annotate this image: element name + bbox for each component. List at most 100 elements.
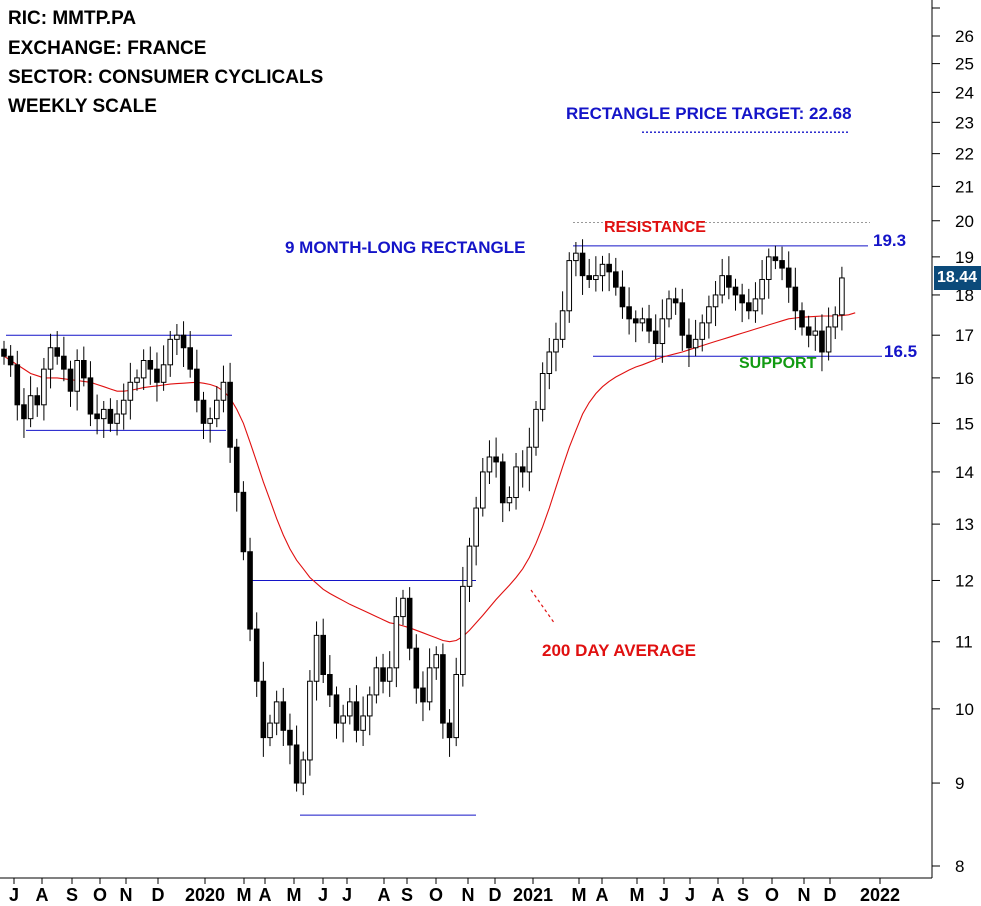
candle xyxy=(692,319,699,357)
candle xyxy=(54,331,61,365)
x-tick-label: S xyxy=(401,885,413,905)
candle xyxy=(573,242,579,277)
candle xyxy=(100,400,107,438)
candle xyxy=(214,386,220,428)
candle xyxy=(253,612,260,697)
candle xyxy=(706,295,712,339)
candle xyxy=(207,407,213,443)
candle xyxy=(712,281,719,327)
resistance-level-value: 19.3 xyxy=(873,231,907,250)
x-tick-label: O xyxy=(93,885,107,905)
candle xyxy=(486,440,493,484)
candle xyxy=(187,331,193,378)
x-tick-label: A xyxy=(36,885,49,905)
candle xyxy=(626,287,632,335)
y-tick-label: 14 xyxy=(955,463,974,482)
candle xyxy=(805,315,812,348)
candle xyxy=(719,258,726,304)
candle xyxy=(147,346,154,385)
x-tick-label: J xyxy=(659,885,669,905)
candle xyxy=(267,714,273,747)
candle xyxy=(247,537,253,642)
candle xyxy=(613,257,619,296)
candle xyxy=(273,690,280,736)
candle xyxy=(579,239,586,295)
candle xyxy=(506,486,513,512)
x-tick-label: O xyxy=(765,885,779,905)
x-tick-label: J xyxy=(318,885,328,905)
y-tick-label: 12 xyxy=(955,571,974,590)
x-tick-label: M xyxy=(630,885,645,905)
candle xyxy=(466,537,473,603)
candle xyxy=(839,266,845,331)
ma-line xyxy=(3,312,856,643)
candle xyxy=(14,350,21,421)
candle xyxy=(553,322,559,372)
candle xyxy=(347,687,353,725)
candle xyxy=(446,709,453,757)
candle xyxy=(140,349,147,390)
candle xyxy=(360,696,366,746)
candle xyxy=(406,587,413,661)
candle xyxy=(440,643,446,739)
x-tick-label: 2020 xyxy=(185,885,225,905)
y-tick-label: 18 xyxy=(955,286,974,305)
candle xyxy=(167,330,174,377)
y-tick-label: 21 xyxy=(955,177,974,196)
price-target-label: RECTANGLE PRICE TARGET: 22.68 xyxy=(566,104,852,123)
x-tick-label: A xyxy=(378,885,391,905)
candle xyxy=(240,481,247,561)
candle xyxy=(686,318,692,368)
candle xyxy=(513,452,519,510)
candle xyxy=(333,686,340,739)
y-tick-label: 8 xyxy=(955,857,964,876)
y-tick-label: 22 xyxy=(955,145,974,164)
candle xyxy=(154,352,160,402)
candle xyxy=(420,671,426,722)
candle xyxy=(566,252,573,323)
candle xyxy=(586,258,593,288)
x-tick-label: N xyxy=(798,885,811,905)
sector-label: SECTOR: CONSUMER CYCLICALS xyxy=(8,67,324,88)
candle xyxy=(7,345,14,377)
candle xyxy=(287,713,293,765)
candle xyxy=(160,345,167,391)
x-tick-label: A xyxy=(596,885,609,905)
candle xyxy=(460,566,466,687)
candle xyxy=(380,653,386,694)
candle xyxy=(87,361,94,427)
y-tick-label: 11 xyxy=(955,633,973,652)
candle xyxy=(752,282,759,323)
ma-label: 200 DAY AVERAGE xyxy=(542,641,697,660)
candle xyxy=(313,621,320,701)
candle xyxy=(320,618,326,684)
candle xyxy=(307,670,313,776)
x-tick-label: 2022 xyxy=(860,885,900,905)
guide-lines xyxy=(6,131,882,816)
candle xyxy=(593,256,599,292)
x-tick-label: 2021 xyxy=(513,885,553,905)
support-label: SUPPORT xyxy=(739,355,817,372)
candle xyxy=(67,360,74,407)
candle xyxy=(519,450,526,488)
candle xyxy=(473,496,479,566)
x-tick-label: D xyxy=(489,885,502,905)
candle xyxy=(433,646,440,680)
candle xyxy=(94,394,100,435)
candle xyxy=(134,369,140,391)
candlestick-series xyxy=(1,239,845,796)
x-tick-label: M xyxy=(237,885,252,905)
x-tick-label: D xyxy=(824,885,837,905)
x-tick-label: A xyxy=(712,885,725,905)
candle xyxy=(819,314,825,372)
candle xyxy=(646,304,652,344)
candle xyxy=(499,453,506,523)
y-tick-label: 16 xyxy=(955,369,974,388)
x-tick-label: N xyxy=(120,885,133,905)
x-tick-label: M xyxy=(572,885,587,905)
y-tick-label: 13 xyxy=(955,515,974,534)
y-tick-label: 9 xyxy=(955,774,964,793)
candle xyxy=(546,338,553,390)
candle xyxy=(114,400,120,436)
candle xyxy=(779,246,785,281)
